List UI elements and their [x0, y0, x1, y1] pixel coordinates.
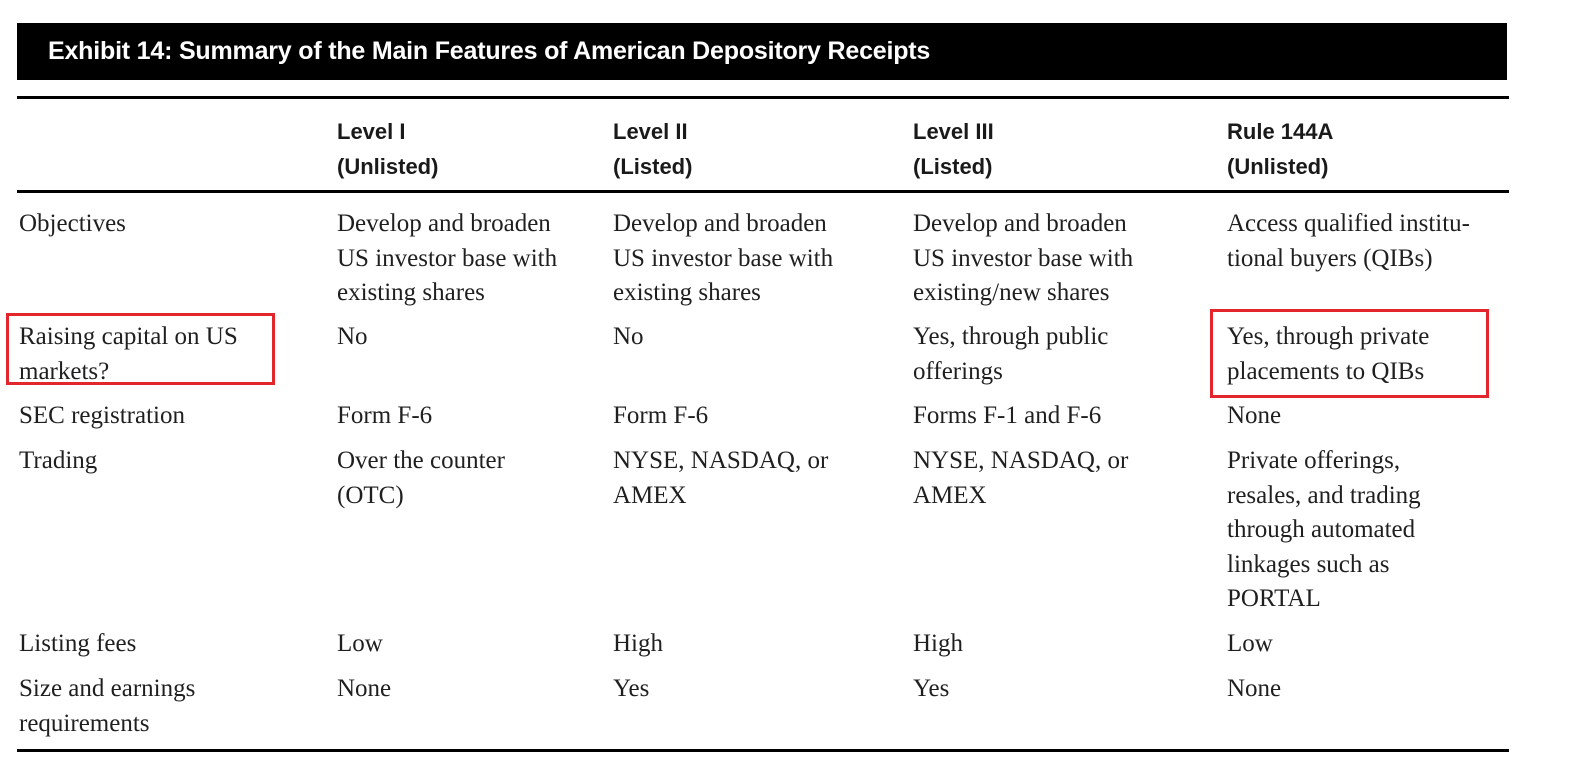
cell-line: Develop and broaden: [613, 210, 827, 237]
column-header-rule-144a: Rule 144A (Unlisted): [1227, 114, 1512, 184]
table-cell: Yes, through public offerings: [913, 320, 1213, 389]
table-header-rule: [17, 190, 1509, 193]
table-cell: Low: [1227, 627, 1512, 662]
table-cell: Form F-6: [613, 399, 905, 434]
table-cell: None: [1227, 672, 1512, 707]
cell-line: Forms F-1 and F-6: [913, 402, 1102, 429]
cell-line: AMEX: [913, 481, 987, 509]
cell-line: Form F-6: [613, 402, 709, 429]
cell-line: Develop and broaden: [913, 210, 1127, 237]
cell-line: existing shares: [613, 279, 761, 306]
cell-line: US investor base with: [913, 244, 1134, 272]
cell-line: Yes, through private: [1227, 323, 1430, 350]
table-cell: High: [913, 627, 1213, 662]
cell-line: PORTAL: [1227, 585, 1321, 612]
cell-line: Trading: [19, 447, 98, 474]
table-cell: High: [613, 627, 905, 662]
cell-line: Access qualified institu-: [1227, 210, 1470, 237]
cell-line: Low: [1227, 630, 1273, 657]
row-label-size-and-earnings: Size and earnings requirements: [19, 672, 319, 741]
cell-line: None: [337, 675, 392, 702]
cell-line: None: [1227, 675, 1282, 702]
cell-line: Develop and broaden: [337, 210, 551, 237]
cell-line: US investor base with: [613, 244, 834, 272]
cell-line: No: [337, 323, 368, 350]
cell-line: placements to QIBs: [1227, 357, 1425, 385]
column-header-line: Level II: [613, 119, 688, 144]
cell-line: Listing fees: [19, 630, 137, 657]
row-label-objectives: Objectives: [19, 207, 319, 242]
table-cell: Low: [337, 627, 599, 662]
row-label-listing-fees: Listing fees: [19, 627, 319, 662]
cell-line: Form F-6: [337, 402, 433, 429]
column-header-line: Level III: [913, 119, 994, 144]
table-cell: Access qualified institu- tional buyers …: [1227, 207, 1512, 276]
column-header-line: Rule 144A: [1227, 119, 1334, 144]
column-header-line: Level I: [337, 119, 406, 144]
table-cell: NYSE, NASDAQ, or AMEX: [613, 444, 905, 513]
exhibit-title: Exhibit 14: Summary of the Main Features…: [17, 23, 1507, 80]
cell-line: Yes: [613, 675, 650, 702]
cell-line: tional buyers (QIBs): [1227, 244, 1433, 272]
cell-line: existing/new shares: [913, 279, 1110, 306]
table-cell: Over the counter (OTC): [337, 444, 599, 513]
column-header-level-3: Level III (Listed): [913, 114, 1213, 184]
cell-line: High: [613, 630, 663, 657]
table-cell: Develop and broaden US investor base wit…: [613, 207, 905, 311]
row-label-trading: Trading: [19, 444, 319, 479]
table-top-rule: [17, 96, 1509, 99]
table-cell: Develop and broaden US investor base wit…: [913, 207, 1213, 311]
cell-line: Low: [337, 630, 383, 657]
cell-line: No: [613, 323, 644, 350]
cell-line: existing shares: [337, 279, 485, 306]
cell-line: Over the counter: [337, 447, 505, 474]
cell-line: Size and earnings: [19, 675, 196, 702]
table-cell: None: [1227, 399, 1512, 434]
column-header-level-2: Level II (Listed): [613, 114, 905, 184]
column-header-level-1: Level I (Unlisted): [337, 114, 599, 184]
cell-line: Yes, through public: [913, 323, 1109, 350]
row-label-raising-capital: Raising capital on US markets?: [19, 320, 319, 389]
table-cell: None: [337, 672, 599, 707]
column-header-line: (Unlisted): [337, 154, 439, 179]
cell-line: linkages such as: [1227, 550, 1390, 578]
cell-line: None: [1227, 402, 1282, 429]
row-label-sec-registration: SEC registration: [19, 399, 319, 434]
cell-raising-capital-rule144a: Yes, through private placements to QIBs: [1227, 320, 1512, 389]
column-header-line: (Unlisted): [1227, 154, 1329, 179]
cell-line: NYSE, NASDAQ, or: [613, 447, 829, 474]
table-cell: No: [613, 320, 905, 355]
table-cell: Yes: [613, 672, 905, 707]
column-header-line: (Listed): [913, 154, 993, 179]
cell-line: resales, and trading: [1227, 481, 1421, 509]
cell-line: SEC registration: [19, 402, 185, 429]
table-cell: Private offerings, resales, and trading …: [1227, 444, 1512, 617]
table-cell: Yes: [913, 672, 1213, 707]
cell-line: AMEX: [613, 481, 687, 509]
cell-line: NYSE, NASDAQ, or: [913, 447, 1129, 474]
table-cell: Forms F-1 and F-6: [913, 399, 1213, 434]
table-cell: Form F-6: [337, 399, 599, 434]
table-bottom-rule: [17, 749, 1509, 752]
cell-line: through automated: [1227, 516, 1416, 543]
table-cell: Develop and broaden US investor base wit…: [337, 207, 599, 311]
cell-line: Raising capital on US: [19, 323, 238, 350]
cell-line: US investor base with: [337, 244, 558, 272]
cell-line: requirements: [19, 709, 150, 737]
cell-line: offerings: [913, 357, 1003, 385]
cell-line: (OTC): [337, 481, 404, 509]
table-cell: No: [337, 320, 599, 355]
cell-line: Private offerings,: [1227, 447, 1401, 474]
cell-line: Yes: [913, 675, 950, 702]
table-cell: NYSE, NASDAQ, or AMEX: [913, 444, 1213, 513]
cell-line: High: [913, 630, 963, 657]
cell-line: markets?: [19, 357, 110, 385]
cell-line: Objectives: [19, 210, 126, 237]
column-header-line: (Listed): [613, 154, 693, 179]
